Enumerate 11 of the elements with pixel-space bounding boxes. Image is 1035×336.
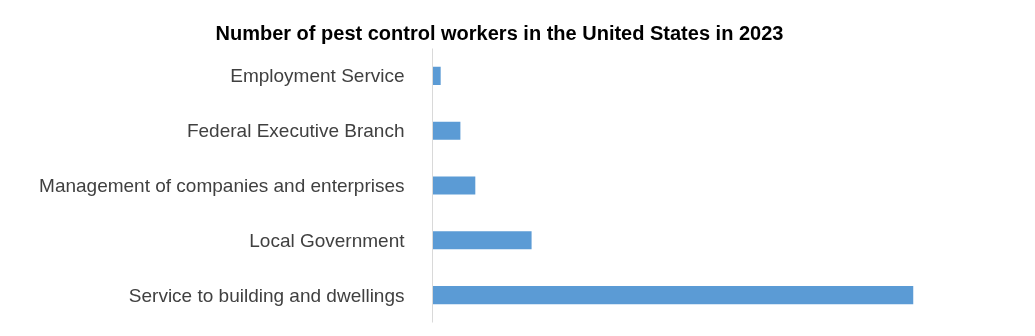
bar [432,231,532,250]
y-tick-label: Service to building and dwellings [128,284,405,306]
y-tick-label: Management of companies and enterprises [39,175,405,196]
y-tick-label: Local Government [249,229,406,251]
bar [432,66,441,85]
y-tick-label: Employment Service [230,65,405,87]
chart-title: Number of pest control workers in the United States in 2023 [215,21,784,44]
bar [432,121,461,140]
y-tick-label: Federal Executive Branch [186,120,405,142]
bar [432,286,914,305]
bar [432,176,476,195]
